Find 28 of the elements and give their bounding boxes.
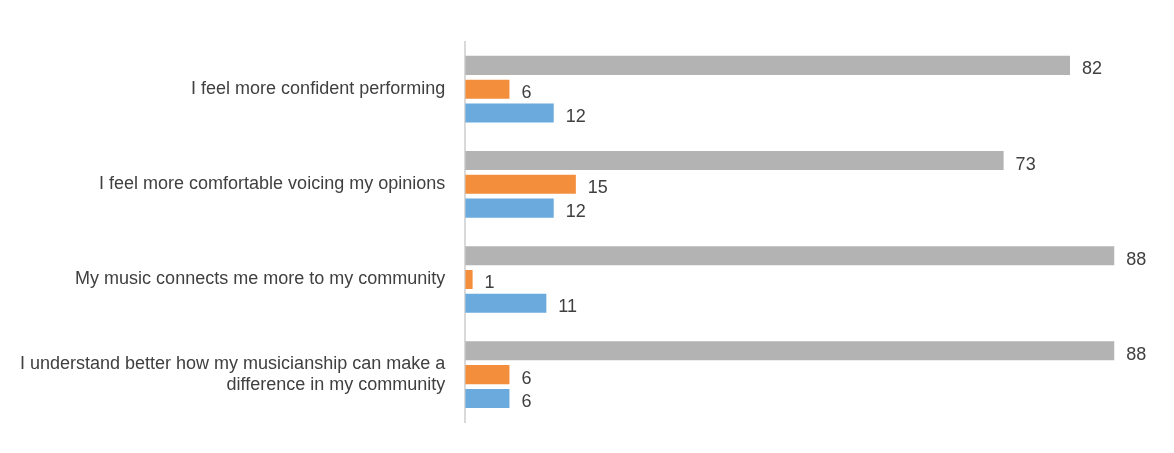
bar (465, 388, 510, 408)
bar (465, 198, 554, 218)
y-tick-label: I understand better how my musicianship can make a difference in my community (20, 352, 447, 395)
data-label: 12 (565, 201, 586, 222)
data-label: 6 (521, 391, 532, 412)
bar (465, 341, 1115, 361)
data-label: 88 (1126, 343, 1147, 364)
bar (465, 269, 473, 289)
bar (465, 174, 576, 194)
bar (465, 151, 1004, 171)
y-tick-label: My music connects me more to my community (75, 268, 446, 289)
y-tick-label: I feel more comfortable voicing my opinions (99, 173, 446, 194)
data-label: 88 (1126, 248, 1147, 269)
data-label: 73 (1015, 153, 1036, 174)
bar (465, 246, 1115, 266)
bar (465, 365, 510, 385)
bar (465, 55, 1070, 75)
bar (465, 103, 554, 123)
data-label: 12 (565, 105, 586, 126)
data-label: 1 (484, 272, 495, 293)
bar (465, 79, 510, 99)
data-label: 11 (558, 296, 578, 317)
data-label: 6 (521, 367, 532, 388)
data-label: 15 (587, 177, 608, 198)
data-label: 6 (521, 82, 532, 103)
bar (465, 293, 547, 313)
y-tick-label: I feel more confident performing (191, 78, 446, 99)
data-label: 82 (1082, 58, 1103, 79)
